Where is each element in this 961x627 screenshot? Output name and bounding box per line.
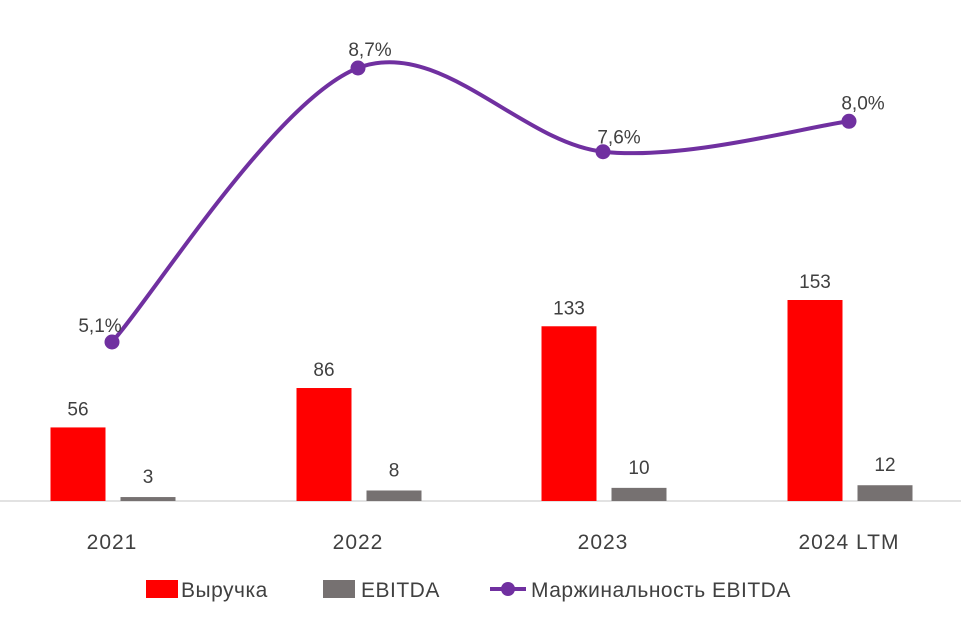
data-label-ebitda: 12 xyxy=(874,455,895,476)
bars xyxy=(50,300,913,501)
data-label-revenue: 86 xyxy=(313,360,334,381)
data-label-revenue: 133 xyxy=(553,298,585,319)
data-label-margin: 8,0% xyxy=(841,93,884,114)
bar-revenue xyxy=(787,300,843,501)
margin-line xyxy=(110,60,851,344)
data-label-margin: 8,7% xyxy=(348,40,391,61)
data-label-ebitda: 8 xyxy=(389,460,400,481)
margin-point xyxy=(350,60,366,76)
legend-swatch-margin-marker xyxy=(501,582,515,596)
legend-label-margin: Маржинальность EBITDA xyxy=(531,579,791,602)
x-tick-label: 2024 LTM xyxy=(799,531,900,554)
data-labels: 56 3 86 8 133 10 153 12 5,1% 8,7% 7,6% 8,0% xyxy=(67,40,895,488)
bar-ebitda xyxy=(120,497,176,501)
x-tick-label: 2023 xyxy=(578,531,629,554)
data-label-ebitda: 10 xyxy=(628,458,649,479)
bar-revenue xyxy=(50,427,106,501)
bar-revenue xyxy=(296,388,352,501)
margin-point xyxy=(104,334,120,350)
margin-point xyxy=(841,113,857,129)
legend-label-revenue: Выручка xyxy=(181,579,268,602)
data-label-revenue: 153 xyxy=(799,272,831,293)
data-label-margin: 7,6% xyxy=(597,128,640,149)
legend-swatch-ebitda xyxy=(323,580,355,598)
legend-label-ebitda: EBITDA xyxy=(361,579,440,602)
legend: Выручка EBITDA Маржинальность EBITDA xyxy=(146,579,791,602)
x-tick-label: 2021 xyxy=(87,531,138,554)
x-tick-label: 2022 xyxy=(333,531,384,554)
data-label-ebitda: 3 xyxy=(143,467,154,488)
bar-ebitda xyxy=(366,490,422,501)
data-label-margin: 5,1% xyxy=(78,316,121,337)
x-axis-ticks: 2021 2022 2023 2024 LTM xyxy=(87,531,900,554)
legend-swatch-revenue xyxy=(146,580,178,598)
margin-line-series xyxy=(104,60,857,350)
bar-ebitda xyxy=(611,487,667,501)
margin-point xyxy=(595,144,611,160)
bar-revenue xyxy=(541,326,597,501)
data-label-revenue: 56 xyxy=(67,399,88,420)
bar-ebitda xyxy=(857,485,913,501)
